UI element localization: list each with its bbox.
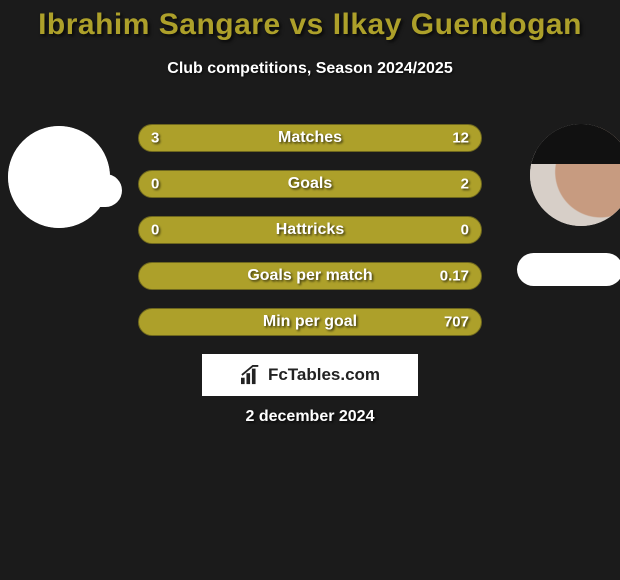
stat-label: Matches bbox=[139, 129, 481, 147]
stat-label: Goals per match bbox=[139, 267, 481, 285]
stat-value-right: 2 bbox=[461, 176, 469, 193]
stat-value-right: 0.17 bbox=[440, 268, 469, 285]
stat-label: Hattricks bbox=[139, 221, 481, 239]
player-left-badge bbox=[16, 174, 122, 207]
brand-badge: FcTables.com bbox=[202, 354, 418, 396]
page-title: Ibrahim Sangare vs Ilkay Guendogan bbox=[0, 0, 620, 42]
stats-bars: 3Matches120Goals20Hattricks0Goals per ma… bbox=[138, 124, 482, 354]
player-right-avatar bbox=[530, 124, 620, 226]
stat-value-right: 707 bbox=[444, 314, 469, 331]
stat-bar: Goals per match0.17 bbox=[138, 262, 482, 290]
stat-bar: 3Matches12 bbox=[138, 124, 482, 152]
stat-value-right: 12 bbox=[452, 130, 469, 147]
player-right-badge bbox=[517, 253, 620, 286]
stat-bar: 0Hattricks0 bbox=[138, 216, 482, 244]
generated-date: 2 december 2024 bbox=[0, 408, 620, 426]
stat-bar: 0Goals2 bbox=[138, 170, 482, 198]
stat-label: Min per goal bbox=[139, 313, 481, 331]
brand-text: FcTables.com bbox=[268, 365, 380, 385]
stat-bar: Min per goal707 bbox=[138, 308, 482, 336]
page-subtitle: Club competitions, Season 2024/2025 bbox=[0, 60, 620, 78]
stat-value-right: 0 bbox=[461, 222, 469, 239]
stat-label: Goals bbox=[139, 175, 481, 193]
brand-logo-icon bbox=[240, 365, 262, 385]
